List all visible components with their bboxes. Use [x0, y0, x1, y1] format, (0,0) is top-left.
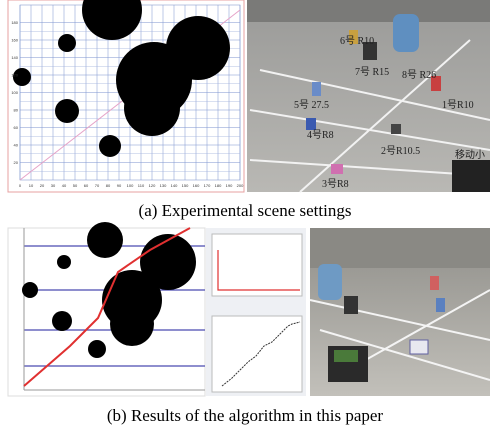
obstacle	[58, 34, 76, 52]
x-tick-label: 170	[204, 183, 211, 188]
photo-b	[310, 228, 490, 396]
x-tick-label: 80	[106, 183, 111, 188]
x-tick-label: 70	[95, 183, 100, 188]
y-tick-label: 80	[14, 108, 19, 113]
chart-bottom	[212, 316, 302, 392]
can	[430, 276, 439, 290]
object-label: 3号R8	[322, 178, 349, 190]
object-label: 7号 R15	[355, 66, 389, 78]
y-tick-label: 180	[11, 20, 18, 25]
object-label: 4号R8	[307, 129, 334, 141]
obstacle	[57, 255, 71, 269]
y-tick-label: 120	[11, 73, 18, 78]
x-tick-label: 60	[84, 183, 89, 188]
x-tick-label: 130	[160, 183, 167, 188]
box	[331, 164, 343, 174]
obstacle	[87, 222, 123, 258]
can	[436, 298, 445, 312]
x-tick-label: 20	[40, 183, 45, 188]
object-label: 2号R10.5	[381, 145, 420, 157]
robot-board	[334, 350, 358, 362]
x-tick-label: 90	[117, 183, 122, 188]
convergence-charts	[206, 228, 306, 396]
figure: 0102030405060708090100110120130140150160…	[0, 0, 490, 432]
box	[410, 340, 428, 354]
object-label: 移动小	[455, 148, 485, 161]
y-tick-label: 140	[11, 55, 18, 60]
y-tick-label: 160	[11, 38, 18, 43]
x-tick-label: 40	[62, 183, 67, 188]
obstacle	[22, 282, 38, 298]
obstacle	[110, 302, 154, 346]
x-tick-label: 50	[73, 183, 78, 188]
obstacle	[99, 135, 121, 157]
obstacle	[55, 99, 79, 123]
can	[306, 118, 316, 130]
obstacle	[124, 80, 180, 136]
y-tick-label: 60	[14, 125, 19, 130]
map-b	[8, 222, 205, 396]
x-tick-label: 140	[171, 183, 178, 188]
y-tick-label: 20	[14, 160, 19, 165]
x-tick-label: 100	[127, 183, 134, 188]
object-label: 8号 R26	[402, 69, 436, 81]
y-tick-label: 100	[11, 90, 18, 95]
can	[312, 82, 321, 96]
object-label: 5号 27.5	[294, 99, 329, 111]
y-tick-label: 40	[14, 143, 19, 148]
wall	[310, 228, 490, 268]
water-bottle	[393, 14, 419, 52]
robot	[452, 160, 490, 192]
object-label: 6号 R10	[340, 35, 374, 47]
x-tick-label: 160	[193, 183, 200, 188]
caption: (b) Results of the algorithm in this pap…	[107, 406, 384, 425]
obstacle	[52, 311, 72, 331]
x-tick-label: 200	[237, 183, 244, 188]
x-tick-label: 190	[226, 183, 233, 188]
x-tick-label: 150	[182, 183, 189, 188]
object-label: 1号R10	[442, 99, 474, 111]
kettle	[344, 296, 358, 314]
x-tick-label: 30	[51, 183, 56, 188]
x-tick-label: 110	[138, 183, 145, 188]
wall	[247, 0, 490, 22]
obstacle	[88, 340, 106, 358]
tape	[391, 124, 401, 134]
x-tick-label: 120	[149, 183, 156, 188]
chart-top	[212, 234, 302, 296]
x-tick-label: 10	[29, 183, 34, 188]
x-tick-label: 180	[215, 183, 222, 188]
water-bottle	[318, 264, 342, 300]
photo-a: 6号 R10 7号 R15 8号 R26 5号 27.5 1号R10 4号R8 2号R10.…	[247, 0, 490, 192]
caption: (a) Experimental scene settings	[139, 201, 352, 220]
